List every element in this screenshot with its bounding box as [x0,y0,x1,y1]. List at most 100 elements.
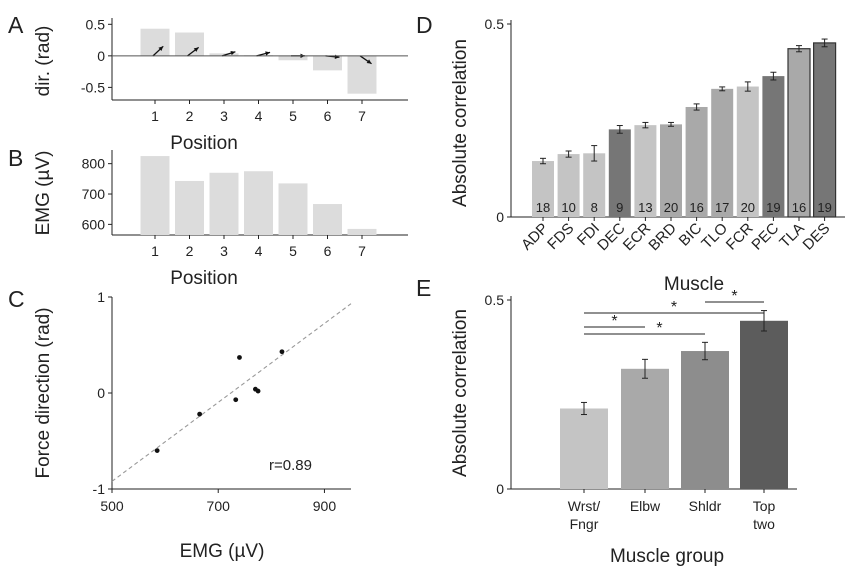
force-arrow-head-2 [193,47,199,52]
bar-d-fdi [583,153,606,217]
y-tick-label-c: 0 [97,385,105,401]
count-label-d: 20 [664,200,678,215]
y-tick-label-d: 0 [496,209,504,225]
scatter-point-6 [255,388,261,394]
count-label-d: 19 [817,200,831,215]
x-tick-label-d: BIC [676,220,706,250]
x-tick-label-a: 5 [289,108,297,124]
bar-e-group-1 [560,408,608,489]
bar-a-position-5 [278,55,308,61]
x-tick-label-a: 2 [186,108,194,124]
bar-e-group-4 [740,320,788,489]
count-label-d: 16 [689,200,703,215]
y-tick-label-b: 700 [82,186,106,202]
y-tick-label-e: 0.5 [485,292,505,308]
x-tick-label-a: 6 [324,108,332,124]
x-tick-label-b: 5 [289,243,297,259]
x-tick-label-c: 500 [100,498,124,514]
count-label-d: 9 [616,200,623,215]
y-axis-label-c: Force direction (rad) [33,307,54,478]
bar-d-tla [787,48,811,218]
y-tick-label-d: 0.5 [485,16,505,32]
scatter-point-1 [154,448,160,453]
x-tick-label-d: TLA [776,220,807,251]
bar-d-fcr [736,86,759,217]
bar-a-position-2 [175,32,204,56]
panel-c-scatter-chart: r=0.89 500 700 900 1 0 -1 EMG (µV) Force direct… [33,289,352,562]
y-tick-label-a: 0 [97,48,105,64]
x-tick-label-c: 900 [313,498,337,514]
x-tick-label-d: TLO [698,220,731,253]
regression-line [111,303,352,482]
bar-d-ecr [634,125,657,217]
scatter-point-7 [279,349,285,355]
y-tick-label-b: 800 [82,156,106,172]
y-axis-label-d: Absolute correlation [450,39,471,207]
scatter-point-3 [233,397,239,403]
x-tick-label-d: PEC [748,220,782,254]
y-tick-label-c: -1 [93,481,106,497]
count-label-d: 16 [792,200,806,215]
y-tick-label-a: 0.5 [86,16,106,32]
x-tick-label-b: 3 [220,243,228,259]
bar-d-fds [557,154,580,217]
x-tick-label-d: ADP [518,220,552,254]
bar-b-position-3 [209,172,239,235]
x-axis-label-c: EMG (µV) [180,541,265,562]
y-axis-label-e: Absolute correlation [450,309,471,477]
bar-d-tlo [711,88,734,218]
bar-b-position-4 [244,171,273,235]
count-label-d: 8 [591,200,598,215]
x-tick-label-d: DES [800,220,834,254]
x-tick-label-d: FCR [723,220,757,254]
bar-e-group-2 [621,368,669,489]
x-tick-label-c: 700 [207,498,231,514]
x-axis-label-b: Position [170,268,238,289]
x-tick-label-e: Elbw [630,498,661,514]
x-tick-label-a: 3 [220,108,228,124]
x-tick-label-a: 4 [255,108,263,124]
y-tick-label-b: 600 [82,216,106,232]
panel-a-direction-chart: 1 2 3 4 5 6 7 0.5 0 -0.5 Position dir. (rad) [33,16,408,154]
count-label-d: 20 [741,200,755,215]
bar-d-des [812,42,837,218]
y-axis-label-a: dir. (rad) [33,26,54,97]
x-tick-label-b: 6 [324,243,332,259]
force-arrow-head-1 [158,46,164,51]
x-tick-label-d: ECR [620,220,655,255]
panel-letter-b: B [8,145,23,171]
count-label-d: 17 [715,200,729,215]
x-tick-label-e: Wrst/ [568,498,601,514]
significance-star: * [731,288,737,305]
x-tick-label-d: FDS [544,220,577,253]
bar-a-position-6 [313,55,342,71]
scatter-point-4 [237,355,242,360]
bar-b-position-6 [313,204,342,235]
x-axis-label-a: Position [170,133,238,154]
x-tick-label-d: DEC [594,220,629,255]
panel-e-muscle-group-chart: Wrst/Fngr Elbw Shldr Top two * * * * 0.5 0 Muscle g… [450,288,797,567]
y-tick-label-e: 0 [496,481,504,497]
x-tick-label-b: 1 [151,243,159,259]
bar-d-adp [532,161,554,217]
x-tick-label-e: Shldr [689,498,722,514]
x-axis-label-e: Muscle group [610,546,724,567]
y-tick-label-c: 1 [97,289,105,305]
force-arrow-head-7 [366,59,372,64]
x-tick-label-b: 7 [358,243,366,259]
count-label-d: 13 [638,200,652,215]
count-label-d: 18 [536,200,550,215]
panel-b-emg-chart: 1 2 3 4 5 6 7 800 700 600 Position EMG (µV) [33,150,408,289]
force-arrow-head-4 [265,51,271,56]
x-tick-label-b: 2 [186,243,194,259]
count-label-d: 19 [766,200,780,215]
bar-d-pec [762,76,785,217]
bar-d-brd [660,124,682,217]
x-tick-label-b: 4 [255,243,263,259]
significance-star: * [611,313,617,330]
x-axis-label-d: Muscle [664,274,724,295]
x-tick-label-a: 7 [358,108,366,124]
bar-d-dec [608,129,631,217]
correlation-label: r=0.89 [269,457,312,474]
